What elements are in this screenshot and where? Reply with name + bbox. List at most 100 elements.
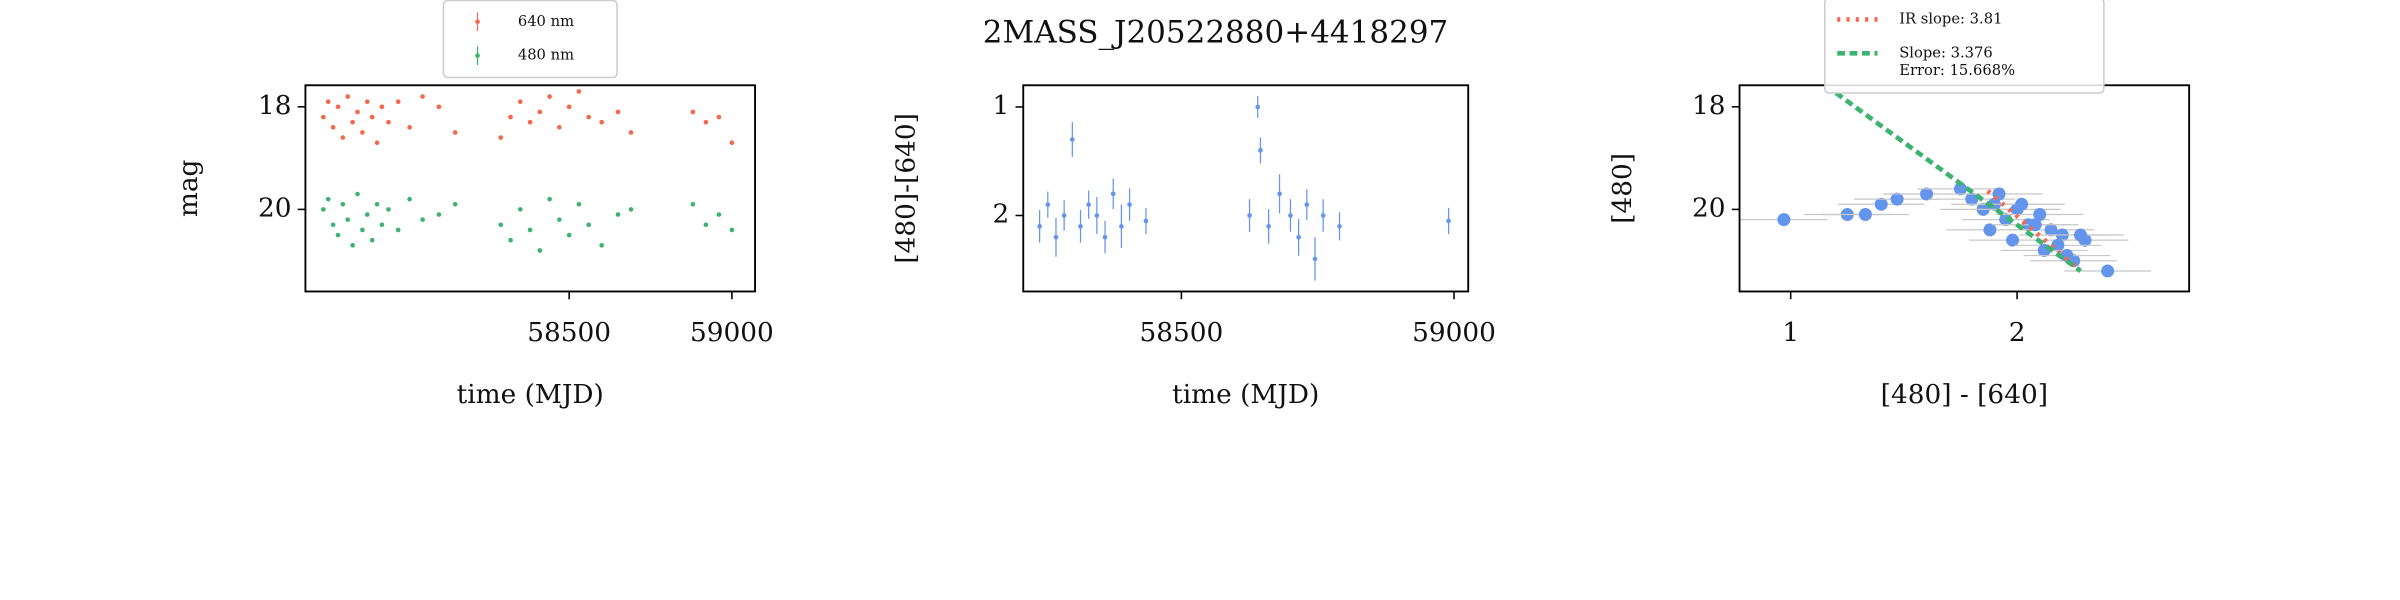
point xyxy=(395,99,401,105)
point xyxy=(420,217,425,222)
point xyxy=(498,222,504,228)
point xyxy=(340,201,346,207)
point xyxy=(330,222,336,228)
y-axis-label: [480]-[640] xyxy=(892,113,922,264)
point xyxy=(1127,202,1132,207)
y-axis-label: mag xyxy=(174,159,204,217)
point xyxy=(321,114,326,120)
point xyxy=(586,114,591,120)
point xyxy=(1874,197,1888,211)
point xyxy=(547,196,552,202)
point xyxy=(1304,202,1310,207)
point xyxy=(369,114,375,120)
subplot: 58500 59000 18 20 time (MJD) mag 640 nm 480 nm xyxy=(174,0,774,410)
point xyxy=(498,135,504,140)
point xyxy=(703,119,709,125)
y-tick-label: 2 xyxy=(993,200,1010,230)
point xyxy=(407,196,412,202)
point xyxy=(420,94,425,99)
subplot: 1 2 18 20 [480] - [640] [480] IR slope: 3.81 Sl… xyxy=(1608,0,2191,410)
point xyxy=(1119,224,1124,229)
x-tick-label: 58500 xyxy=(1139,318,1223,348)
y-tick-label: 20 xyxy=(1692,193,1726,223)
point xyxy=(615,109,621,115)
point xyxy=(576,89,582,94)
figure-title: 2MASS_J20522880+4418297 xyxy=(983,15,1449,51)
point xyxy=(599,242,605,248)
point xyxy=(1143,218,1149,224)
point xyxy=(1086,202,1092,207)
point xyxy=(557,125,562,130)
plot-area xyxy=(1037,96,1451,281)
point xyxy=(1102,234,1108,240)
y-axis-label: [480] xyxy=(1608,153,1638,224)
legend-marker xyxy=(475,53,480,58)
point xyxy=(325,196,331,202)
point xyxy=(335,104,341,110)
point xyxy=(374,140,380,146)
point xyxy=(350,119,355,125)
point xyxy=(1061,213,1067,218)
point xyxy=(729,227,735,233)
x-axis-label: time (MJD) xyxy=(457,380,604,410)
point xyxy=(517,207,523,212)
point xyxy=(436,212,442,217)
plot-area xyxy=(321,89,735,253)
legend-label: Slope: 3.376 xyxy=(1899,44,1993,61)
point xyxy=(2044,223,2058,237)
point xyxy=(364,99,370,105)
point xyxy=(1255,104,1261,110)
point xyxy=(1247,213,1252,218)
point xyxy=(360,130,365,135)
point xyxy=(537,109,543,115)
point xyxy=(1266,224,1271,229)
x-tick-label: 59000 xyxy=(690,318,774,348)
axes-frame xyxy=(304,84,756,293)
point xyxy=(335,232,341,238)
point xyxy=(364,212,370,217)
legend-label: 480 nm xyxy=(518,47,574,64)
legend-label: IR slope: 3.81 xyxy=(1899,10,2002,27)
y-tick-label: 18 xyxy=(1692,91,1726,121)
x-tick-label: 1 xyxy=(1782,318,1799,348)
fit-line xyxy=(1834,91,2082,273)
point xyxy=(355,109,360,115)
point xyxy=(2033,208,2047,222)
point xyxy=(2006,233,2020,247)
y-tick-label: 20 xyxy=(258,193,292,223)
point xyxy=(1312,256,1318,262)
point xyxy=(703,222,709,228)
point xyxy=(1953,182,1968,196)
point xyxy=(452,130,458,135)
x-tick-label: 59000 xyxy=(1412,318,1496,348)
point xyxy=(1858,208,1872,222)
y-tick-label: 18 xyxy=(258,91,292,121)
point xyxy=(386,119,391,125)
point xyxy=(557,217,562,222)
point xyxy=(628,130,634,135)
point xyxy=(1890,192,1904,206)
point xyxy=(1296,234,1301,240)
point xyxy=(547,94,552,99)
point xyxy=(1920,187,1934,201)
point xyxy=(615,212,621,217)
point xyxy=(1965,192,1979,206)
point xyxy=(436,104,442,110)
point xyxy=(374,201,380,207)
point xyxy=(350,242,355,248)
point xyxy=(325,99,331,105)
point xyxy=(517,99,523,105)
point xyxy=(379,104,385,110)
legend-label: Error: 15.668% xyxy=(1899,62,2015,79)
point xyxy=(1277,191,1282,197)
point xyxy=(1094,213,1100,218)
point xyxy=(330,125,336,130)
point xyxy=(729,140,735,146)
point xyxy=(527,227,533,233)
point xyxy=(628,207,634,212)
point xyxy=(566,104,572,110)
point xyxy=(1320,213,1326,218)
